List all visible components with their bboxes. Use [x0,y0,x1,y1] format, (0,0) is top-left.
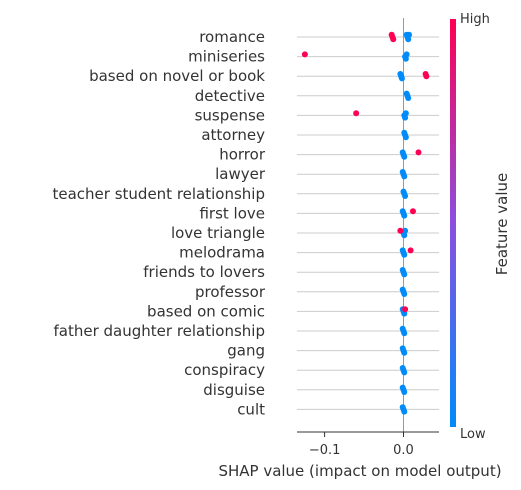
feature-label: detective [195,87,265,105]
colorbar-high-label: High [460,12,490,27]
data-point [301,51,308,58]
feature-label: father daughter relationship [54,322,266,340]
feature-label: based on comic [147,302,265,320]
data-point [402,193,409,199]
feature-label: melodrama [179,244,265,262]
feature-label: teacher student relationship [53,185,266,203]
data-point [401,153,408,160]
feature-label: suspense [195,106,265,124]
feature-label: professor [195,283,266,301]
x-tick-label: 0.0 [393,443,414,458]
data-point [401,349,408,356]
feature-label: miniseries [188,48,265,66]
x-axis: −0.1 0.0 [297,431,439,458]
data-point [415,149,422,156]
colorbar: High Low Feature value [450,12,511,442]
feature-label: cult [237,400,265,418]
feature-label: disguise [203,381,265,399]
data-point [401,251,408,258]
data-point [401,408,408,415]
data-point [405,95,412,101]
data-point [402,110,409,117]
data-point [402,134,409,141]
data-point [397,227,404,234]
data-point [401,212,408,219]
colorbar-title: Feature value [493,173,511,275]
feature-label: gang [227,342,265,360]
data-point [390,36,397,43]
data-point [402,227,409,234]
feature-label: love triangle [171,224,265,242]
data-point [401,369,408,376]
colorbar-gradient [450,19,456,427]
data-point [401,291,408,297]
data-point [423,73,430,80]
data-point [407,247,414,254]
feature-label: attorney [201,126,265,144]
data-points [301,31,430,415]
data-point [401,271,408,278]
x-axis-label: SHAP value (impact on model output) [218,462,501,480]
feature-label: conspiracy [184,361,265,379]
data-point [403,51,410,58]
data-point [353,110,360,117]
data-point [401,330,408,337]
feature-label: lawyer [215,165,266,183]
data-point [406,31,413,38]
data-point [398,75,405,82]
feature-label: first love [199,204,265,222]
feature-label: horror [219,146,266,164]
data-point [402,306,409,313]
feature-label: friends to lovers [143,263,265,281]
feature-label: based on novel or book [89,67,265,85]
data-point [409,208,416,215]
grid-lines [297,36,439,410]
feature-label: romance [199,28,265,46]
data-point [401,389,408,395]
x-tick-label: −0.1 [309,443,341,458]
data-point [401,173,408,180]
colorbar-low-label: Low [460,427,486,442]
